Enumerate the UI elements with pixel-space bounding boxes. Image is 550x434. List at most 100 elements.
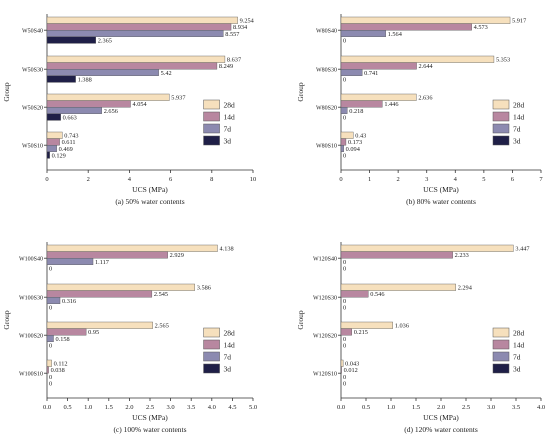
data-label: 9.254: [240, 18, 255, 25]
bar-28d: [46, 321, 153, 329]
data-label: 0.094: [346, 146, 361, 153]
data-label: 0.215: [354, 329, 368, 336]
y-axis-label: Group: [296, 82, 305, 101]
legend: 28d 14d 7d 3d: [203, 327, 236, 374]
bar-28d: [340, 283, 456, 291]
data-label: 3.447: [515, 246, 529, 253]
x-tick-label: 1.0: [84, 404, 92, 411]
x-tick-label: 2.5: [462, 404, 470, 411]
x-axis-label: UCS (MPa): [423, 185, 459, 194]
y-axis-label: Group: [2, 82, 11, 101]
category-label: W50S40: [22, 28, 43, 34]
bar-28d: [340, 321, 393, 329]
legend-swatch-28d: [492, 99, 510, 110]
category-label: W50S10: [22, 143, 43, 149]
data-label: 0: [343, 342, 346, 349]
legend-label: 3d: [224, 137, 232, 146]
category-label: W80S30: [316, 67, 337, 73]
data-label: 1.036: [395, 323, 409, 330]
x-tick-label: 4: [454, 176, 458, 183]
data-label: 0: [49, 265, 52, 272]
bar-14d: [340, 62, 417, 70]
category-label: W80S10: [316, 143, 337, 149]
panel-caption: (c) 100% water contents: [113, 425, 186, 434]
category-label: W50S20: [22, 105, 43, 111]
legend-label: 28d: [224, 329, 236, 338]
bar-28d: [340, 244, 514, 252]
bar-14d: [46, 328, 87, 336]
x-tick-label: 4.0: [208, 404, 216, 411]
legend-label: 7d: [513, 353, 521, 362]
bar-7d: [46, 30, 224, 38]
data-label: 1.117: [95, 259, 109, 266]
x-tick-label: 0.5: [362, 404, 370, 411]
data-label: 4.054: [133, 101, 148, 108]
x-tick-label: 3.0: [487, 404, 495, 411]
data-label: 0: [49, 342, 52, 349]
legend-swatch-3d: [203, 363, 220, 374]
x-tick-label: 3: [425, 176, 428, 183]
data-label: 0: [343, 304, 346, 311]
bar-28d: [340, 131, 354, 139]
chart-panel-0: 0 2 4 6 8 10 UCS (MPa) Group (a) 50% water conte…: [2, 14, 256, 206]
x-tick-label: 2: [87, 176, 90, 183]
x-tick-label: 6: [169, 176, 173, 183]
bar-7d: [340, 144, 344, 152]
x-axis-label: UCS (MPa): [132, 413, 168, 422]
data-label: 2.636: [418, 95, 432, 102]
bar-14d: [340, 251, 453, 259]
bar-28d: [46, 55, 226, 63]
bar-7d: [46, 68, 159, 76]
data-label: 0.173: [348, 139, 362, 146]
legend: 28d 14d 7d 3d: [492, 99, 525, 146]
category-label: W100S40: [19, 256, 43, 262]
x-tick-label: 10: [250, 176, 257, 183]
bar-7d: [340, 106, 348, 114]
legend-swatch-14d: [492, 339, 510, 350]
legend-label: 14d: [224, 341, 236, 350]
x-tick-label: 0.0: [43, 404, 51, 411]
legend: 28d 14d 7d 3d: [492, 327, 525, 374]
bar-14d: [340, 138, 347, 146]
legend-swatch-14d: [203, 339, 220, 350]
legend-swatch-7d: [203, 123, 220, 134]
bar-14d: [46, 62, 218, 70]
legend: 28d 14d 7d 3d: [203, 99, 236, 146]
bar-28d: [340, 93, 417, 101]
bar-7d: [340, 68, 363, 76]
data-label: 2.365: [98, 37, 112, 44]
data-label: 2.233: [455, 252, 469, 259]
x-tick-label: 7: [539, 176, 543, 183]
chart-panel-3: 0.0 0.5 1.0 1.5 2.0 2.5 3.0 3.5 4.0 UCS (MPa) Grou…: [296, 242, 545, 434]
category-label: W120S10: [313, 371, 337, 377]
legend-swatch-28d: [203, 99, 220, 110]
x-tick-label: 1.5: [105, 404, 113, 411]
data-label: 0.95: [88, 329, 99, 336]
data-label: 5.353: [496, 57, 510, 64]
x-tick-label: 3.5: [187, 404, 195, 411]
legend-label: 3d: [513, 365, 521, 374]
x-tick-label: 4.5: [228, 404, 236, 411]
legend-label: 14d: [224, 113, 236, 122]
bar-14d: [46, 290, 153, 298]
bar-14d: [46, 251, 168, 259]
x-tick-label: 5: [482, 176, 485, 183]
bar-3d: [46, 151, 50, 159]
chart-panel-1: 0 1 2 3 4 5 6 7 UCS (MPa) Group (b) 80% water cont…: [296, 14, 543, 206]
data-label: 0.741: [364, 70, 378, 77]
legend-swatch-7d: [492, 123, 510, 134]
x-tick-label: 8: [210, 176, 213, 183]
x-tick-label: 4: [128, 176, 132, 183]
bar-3d: [46, 75, 76, 83]
data-label: 2.545: [154, 291, 168, 298]
data-label: 0: [343, 37, 346, 44]
bar-28d: [46, 283, 195, 291]
data-label: 0.112: [54, 361, 68, 368]
data-label: 0: [49, 380, 52, 387]
category-label: W100S20: [19, 333, 43, 339]
x-tick-label: 1.0: [387, 404, 395, 411]
legend-label: 3d: [513, 137, 521, 146]
data-label: 1.388: [78, 76, 92, 83]
bar-7d: [46, 144, 57, 152]
